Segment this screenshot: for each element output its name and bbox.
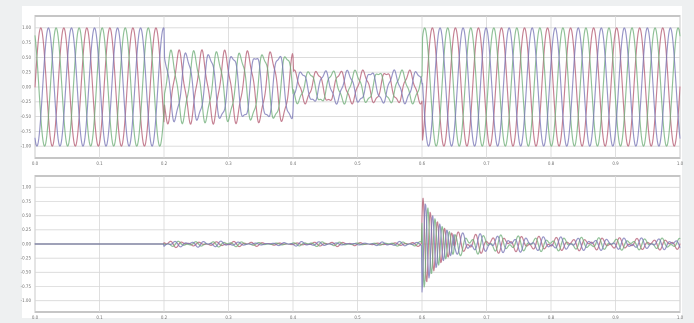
bottom-plot-ticks: 0.0 0.1 0.2 0.3 0.4 0.5 0.6 0.7 0.8 0.9 1.0 -1.00 -0…: [21, 185, 684, 320]
bottom-x-tick-label: 0.9: [612, 315, 619, 320]
page-left-edge: [0, 0, 22, 323]
bottom-y-tick-label: 0.00: [22, 241, 31, 246]
bottom-y-tick-label: -0.25: [21, 256, 32, 261]
top-x-tick-label: 0.6: [419, 161, 426, 166]
bottom-x-tick-label: 0.6: [419, 315, 426, 320]
top-phase-trace-3: [34, 27, 681, 147]
bottom-y-tick-label: -0.75: [21, 284, 32, 289]
top-x-tick-label: 0.0: [32, 161, 39, 166]
bottom-x-tick-label: 0.8: [548, 315, 555, 320]
page-right-edge: [682, 0, 694, 323]
top-plot-ticks: 0.0 0.1 0.2 0.3 0.4 0.5 0.6 0.7 0.8 0.9 1.0 -1.00 -0…: [21, 25, 684, 166]
bottom-x-tick-label: 0.1: [96, 315, 103, 320]
bottom-x-tick-label: 0.4: [290, 315, 297, 320]
page-bottom-edge: [0, 318, 694, 323]
page-top-edge: [0, 0, 694, 6]
top-y-tick-label: -0.25: [21, 99, 32, 104]
bottom-y-tick-label: 0.50: [22, 213, 31, 218]
top-y-tick-label: 0.50: [22, 55, 31, 60]
bottom-phase-trace-3: [34, 203, 681, 293]
top-x-tick-label: 0.1: [96, 161, 103, 166]
top-x-tick-label: 0.3: [225, 161, 232, 166]
bottom-y-tick-label: 1.00: [22, 185, 31, 190]
top-x-tick-label: 0.5: [354, 161, 361, 166]
bottom-y-tick-label: 0.75: [22, 199, 31, 204]
top-plot-traces: [34, 27, 681, 147]
top-y-tick-label: 0.25: [22, 70, 31, 75]
top-y-tick-label: -1.00: [21, 144, 32, 149]
top-y-tick-label: 0.75: [22, 40, 31, 45]
top-x-tick-label: 0.7: [483, 161, 490, 166]
bottom-x-tick-label: 0.5: [354, 315, 361, 320]
bottom-plot-panel: 0.0 0.1 0.2 0.3 0.4 0.5 0.6 0.7 0.8 0.9 1.0 -1.00 -0…: [21, 175, 684, 320]
bottom-plot-traces: [34, 197, 681, 293]
bottom-y-tick-label: 0.25: [22, 227, 31, 232]
top-y-tick-label: -0.75: [21, 129, 32, 134]
top-x-tick-label: 0.2: [161, 161, 168, 166]
top-x-tick-label: 1.0: [677, 161, 684, 166]
bottom-y-tick-label: -0.50: [21, 270, 32, 275]
bottom-y-tick-label: -1.00: [21, 298, 32, 303]
bottom-x-tick-label: 0.3: [225, 315, 232, 320]
top-x-tick-label: 0.8: [548, 161, 555, 166]
bottom-x-tick-label: 0.0: [32, 315, 39, 320]
bottom-x-tick-label: 0.2: [161, 315, 168, 320]
top-y-tick-label: 0.00: [22, 84, 31, 89]
bottom-x-tick-label: 0.7: [483, 315, 490, 320]
top-phase-trace-2: [34, 27, 681, 147]
top-x-tick-label: 0.4: [290, 161, 297, 166]
top-y-tick-label: 1.00: [22, 25, 31, 30]
bottom-x-tick-label: 1.0: [677, 315, 684, 320]
top-phase-trace-1: [34, 27, 681, 147]
top-x-tick-label: 0.9: [612, 161, 619, 166]
top-y-tick-label: -0.50: [21, 114, 32, 119]
top-plot-panel: 0.0 0.1 0.2 0.3 0.4 0.5 0.6 0.7 0.8 0.9 1.0 -1.00 -0…: [21, 15, 684, 166]
